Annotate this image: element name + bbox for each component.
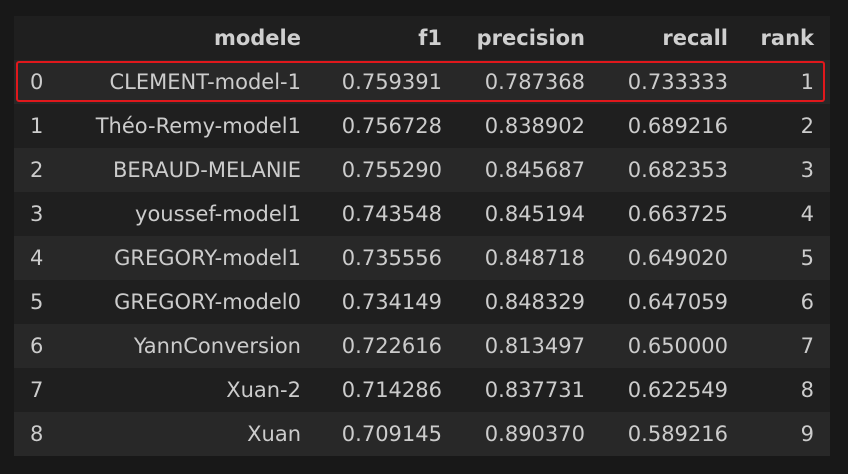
cell-precision: 0.848718 xyxy=(484,246,585,270)
cell-modele: GREGORY-model1 xyxy=(114,246,301,270)
cell-recall: 0.622549 xyxy=(627,378,728,402)
row-index: 7 xyxy=(30,378,44,402)
cell-precision: 0.787368 xyxy=(484,70,585,94)
cell-modele: GREGORY-model0 xyxy=(114,290,301,314)
header-rank: rank xyxy=(760,26,814,50)
cell-precision: 0.813497 xyxy=(484,334,585,358)
results-table: modele f1 precision recall rank 0 CLEMEN… xyxy=(14,16,830,456)
cell-f1: 0.734149 xyxy=(341,290,442,314)
cell-f1: 0.709145 xyxy=(341,422,442,446)
cell-f1: 0.722616 xyxy=(341,334,442,358)
cell-rank: 9 xyxy=(800,422,814,446)
cell-f1: 0.755290 xyxy=(341,158,442,182)
table-row: 1 Théo-Remy-model1 0.756728 0.838902 0.6… xyxy=(14,104,830,148)
header-modele: modele xyxy=(213,26,301,50)
cell-recall: 0.647059 xyxy=(627,290,728,314)
cell-f1: 0.743548 xyxy=(341,202,442,226)
cell-rank: 6 xyxy=(800,290,814,314)
cell-modele: BERAUD-MELANIE xyxy=(112,158,301,182)
table-row: 8 Xuan 0.709145 0.890370 0.589216 9 xyxy=(14,412,830,456)
row-index: 6 xyxy=(30,334,44,358)
table-row: 3 youssef-model1 0.743548 0.845194 0.663… xyxy=(14,192,830,236)
cell-precision: 0.845687 xyxy=(484,158,585,182)
cell-recall: 0.589216 xyxy=(627,422,728,446)
cell-f1: 0.756728 xyxy=(341,114,442,138)
cell-modele: Xuan xyxy=(247,422,301,446)
cell-rank: 4 xyxy=(800,202,814,226)
dataframe-output: modele f1 precision recall rank 0 CLEMEN… xyxy=(14,16,830,456)
cell-recall: 0.649020 xyxy=(627,246,728,270)
table-row: 2 BERAUD-MELANIE 0.755290 0.845687 0.682… xyxy=(14,148,830,192)
row-index: 4 xyxy=(30,246,44,270)
header-recall: recall xyxy=(662,26,728,50)
row-index: 0 xyxy=(30,70,44,94)
row-index: 5 xyxy=(30,290,44,314)
row-index: 8 xyxy=(30,422,44,446)
header-index xyxy=(14,16,58,60)
table-row: 7 Xuan-2 0.714286 0.837731 0.622549 8 xyxy=(14,368,830,412)
cell-rank: 2 xyxy=(800,114,814,138)
cell-f1: 0.759391 xyxy=(341,70,442,94)
table-row: 4 GREGORY-model1 0.735556 0.848718 0.649… xyxy=(14,236,830,280)
cell-rank: 8 xyxy=(800,378,814,402)
cell-recall: 0.650000 xyxy=(627,334,728,358)
cell-rank: 5 xyxy=(800,246,814,270)
cell-precision: 0.848329 xyxy=(484,290,585,314)
cell-modele: youssef-model1 xyxy=(135,202,301,226)
cell-precision: 0.845194 xyxy=(484,202,585,226)
table-row: 0 CLEMENT-model-1 0.759391 0.787368 0.73… xyxy=(14,60,830,104)
cell-rank: 3 xyxy=(800,158,814,182)
cell-precision: 0.837731 xyxy=(484,378,585,402)
cell-rank: 1 xyxy=(800,70,814,94)
table-header-row: modele f1 precision recall rank xyxy=(14,16,830,60)
table-row: 6 YannConversion 0.722616 0.813497 0.650… xyxy=(14,324,830,368)
cell-modele: CLEMENT-model-1 xyxy=(109,70,301,94)
cell-rank: 7 xyxy=(800,334,814,358)
cell-recall: 0.663725 xyxy=(627,202,728,226)
cell-precision: 0.838902 xyxy=(484,114,585,138)
cell-precision: 0.890370 xyxy=(484,422,585,446)
cell-f1: 0.714286 xyxy=(341,378,442,402)
cell-recall: 0.682353 xyxy=(627,158,728,182)
cell-modele: YannConversion xyxy=(133,334,301,358)
row-index: 2 xyxy=(30,158,44,182)
cell-f1: 0.735556 xyxy=(341,246,442,270)
header-precision: precision xyxy=(476,26,585,50)
row-index: 3 xyxy=(30,202,44,226)
table-row: 5 GREGORY-model0 0.734149 0.848329 0.647… xyxy=(14,280,830,324)
row-index: 1 xyxy=(30,114,44,138)
cell-recall: 0.733333 xyxy=(627,70,728,94)
cell-modele: Xuan-2 xyxy=(226,378,301,402)
header-f1: f1 xyxy=(418,26,442,50)
cell-recall: 0.689216 xyxy=(627,114,728,138)
cell-modele: Théo-Remy-model1 xyxy=(95,114,301,138)
